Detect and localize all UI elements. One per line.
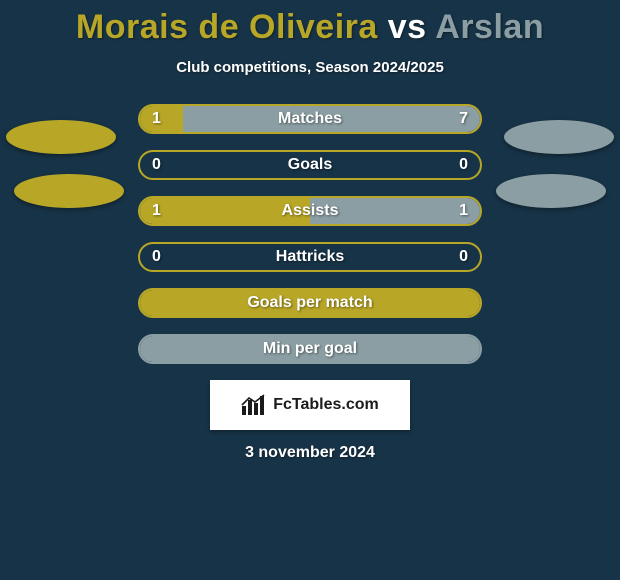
stat-label: Hattricks: [276, 248, 344, 266]
player-a-name: Morais de Oliveira: [76, 8, 378, 46]
badge-text: FcTables.com: [273, 396, 379, 414]
stat-bar: Goals 0 0: [138, 150, 482, 180]
stats-chart: Matches17Goals00Assists11Hattricks00Goal…: [70, 104, 550, 368]
stat-label: Min per goal: [263, 340, 357, 358]
stat-label: Assists: [282, 202, 339, 220]
stat-label: Goals per match: [247, 294, 372, 312]
stat-bar: Goals per match: [138, 288, 482, 318]
stat-value-right: 0: [459, 156, 468, 174]
stat-value-right: 7: [459, 110, 468, 128]
bar-left-fill: [140, 106, 183, 132]
stat-value-right: 1: [459, 202, 468, 220]
stat-row: Min per goal: [70, 334, 550, 368]
stat-bar: Min per goal: [138, 334, 482, 364]
stat-bar: Assists 1 1: [138, 196, 482, 226]
stat-value-left: 0: [152, 248, 161, 266]
stat-value-left: 1: [152, 202, 161, 220]
stat-row: Assists 1 1: [70, 196, 550, 230]
stat-bar: Hattricks 0 0: [138, 242, 482, 272]
stat-row: Hattricks 0 0: [70, 242, 550, 276]
source-badge: FcTables.com: [210, 380, 410, 430]
stat-row: Matches 1 7: [70, 104, 550, 138]
subtitle: Club competitions, Season 2024/2025: [0, 59, 620, 76]
stat-value-left: 1: [152, 110, 161, 128]
stat-label: Goals: [288, 156, 332, 174]
stat-label: Matches: [278, 110, 342, 128]
bars-icon: [241, 394, 267, 416]
player-b-name: Arslan: [435, 8, 544, 46]
stat-bar: Matches 1 7: [138, 104, 482, 134]
stat-row: Goals 0 0: [70, 150, 550, 184]
date-text: 3 november 2024: [0, 444, 620, 462]
stat-value-left: 0: [152, 156, 161, 174]
page-title: Morais de Oliveira vs Arslan: [0, 0, 620, 47]
vs-text: vs: [388, 8, 427, 46]
stat-value-right: 0: [459, 248, 468, 266]
stat-row: Goals per match: [70, 288, 550, 322]
